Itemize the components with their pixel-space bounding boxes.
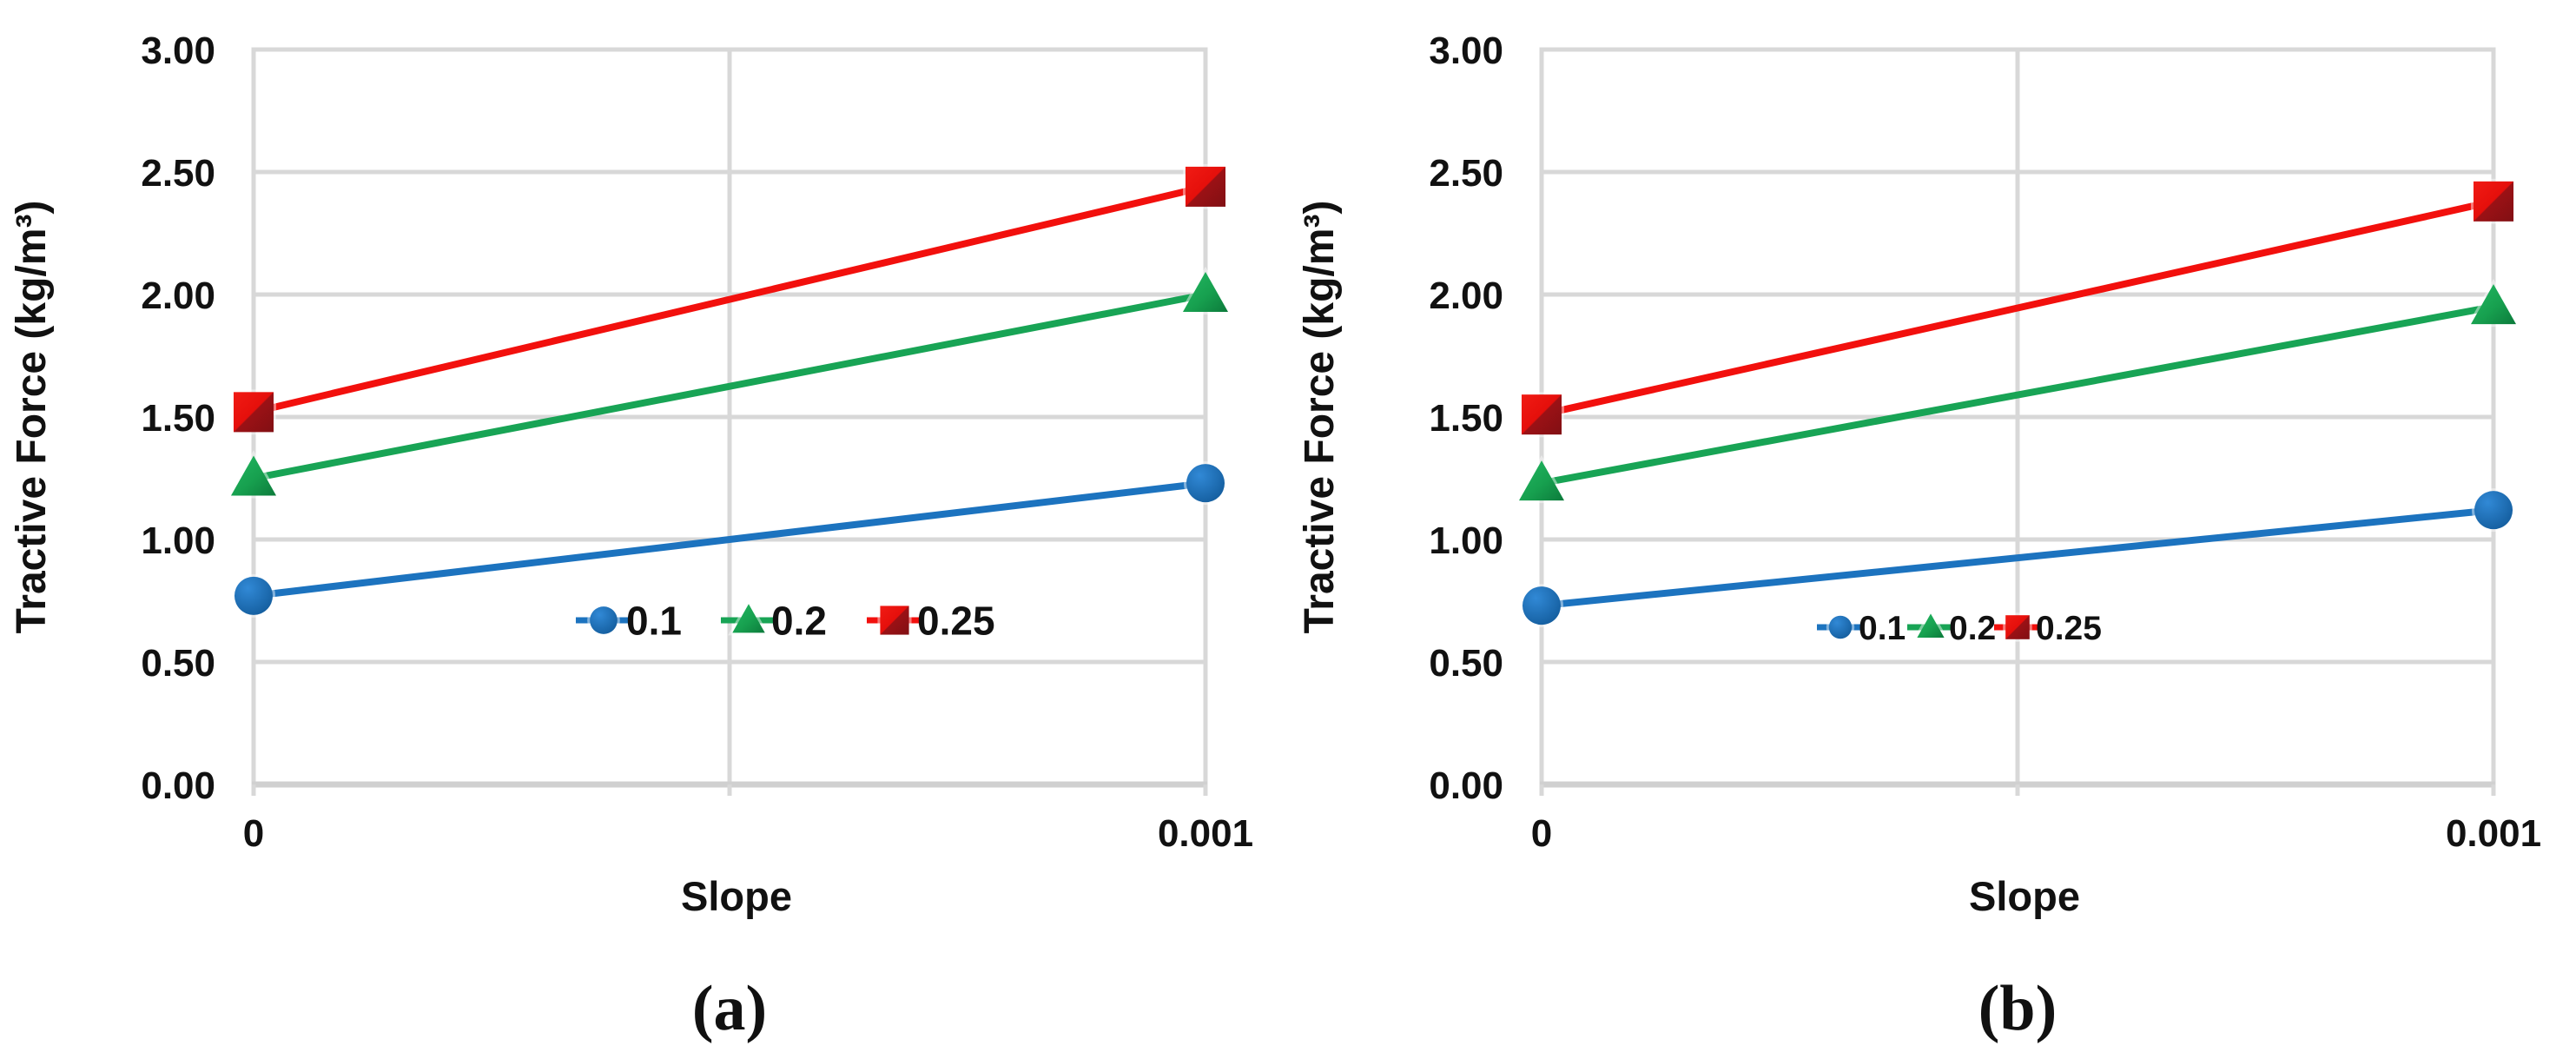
y-tick-label: 1.00 (1429, 520, 1503, 562)
y-tick-label: 0.00 (1429, 764, 1503, 807)
legend-marker-square (2003, 612, 2032, 642)
data-point-0.25 (230, 389, 277, 435)
legend-marker-triangle (728, 599, 769, 636)
y-tick-label: 1.00 (141, 520, 215, 562)
data-point-0.2 (1514, 455, 1569, 504)
legend: 0.1 0.2 0.25 (576, 599, 995, 644)
legend-marker-square (877, 603, 912, 638)
y-tick-label: 3.00 (1429, 30, 1503, 72)
legend-label: 0.2 (1949, 610, 1996, 647)
legend: 0.1 0.2 0.25 (1817, 608, 2102, 647)
y-tick-label: 1.50 (141, 397, 215, 440)
y-tick-label: 2.00 (1429, 275, 1503, 317)
legend-marker-circle (1826, 612, 1855, 642)
y-axis-title: Tractive Force (kg/m³) (9, 201, 55, 634)
series-line-0.2 (253, 291, 1206, 482)
y-tick-label: 0.50 (141, 642, 215, 685)
chart-panel-a: 0.00 0.50 1.00 1.50 2.00 2.50 3.00 0 0.001 Tracti… (9, 30, 1253, 1044)
data-point-0.25 (1518, 392, 1565, 438)
x-tick-label: 0.001 (2446, 812, 2541, 855)
panel-caption: (b) (1978, 973, 2057, 1044)
x-tick-label: 0 (243, 812, 264, 855)
x-tick-label: 0.001 (1158, 812, 1253, 855)
series-line-0.25 (1541, 197, 2494, 419)
data-point-0.2 (226, 450, 281, 499)
y-tick-label: 2.00 (141, 275, 215, 317)
y-tick-label: 0.00 (141, 764, 215, 807)
line-chart-b: 0.00 0.50 1.00 1.50 2.00 2.50 3.00 0 0.001 Tracti… (1297, 30, 2541, 1044)
legend-marker-triangle (1912, 608, 1949, 641)
series-line-0.2 (1541, 303, 2494, 487)
line-chart-a: 0.00 0.50 1.00 1.50 2.00 2.50 3.00 0 0.001 Tracti… (9, 30, 1253, 1044)
data-point-0.25 (2470, 178, 2517, 224)
data-point-0.2 (1178, 266, 1233, 315)
series-line-0.1 (253, 480, 1206, 599)
x-axis-title: Slope (1969, 873, 2080, 919)
chart-panel-b: 0.00 0.50 1.00 1.50 2.00 2.50 3.00 0 0.001 Tracti… (1288, 0, 2576, 1059)
y-tick-label: 2.50 (1429, 152, 1503, 195)
legend-marker-circle (587, 604, 620, 637)
legend-label: 0.1 (1859, 610, 1906, 647)
x-tick-label: 0 (1531, 812, 1552, 855)
data-point-0.1 (231, 573, 276, 618)
series-line-0.25 (253, 183, 1206, 416)
y-tick-label: 0.50 (1429, 642, 1503, 685)
legend-label: 0.2 (771, 599, 827, 644)
legend-label: 0.25 (917, 599, 995, 644)
y-axis-title: Tractive Force (kg/m³) (1297, 201, 1343, 634)
data-point-0.1 (2471, 488, 2516, 533)
y-tick-label: 3.00 (141, 30, 215, 72)
legend-label: 0.25 (2036, 610, 2102, 647)
panel-caption: (a) (692, 973, 767, 1044)
y-tick-label: 1.50 (1429, 397, 1503, 440)
series-line-0.1 (1541, 506, 2494, 610)
y-tick-label: 2.50 (141, 152, 215, 195)
legend-label: 0.1 (626, 599, 682, 644)
data-point-0.1 (1519, 584, 1564, 628)
data-point-0.1 (1183, 461, 1228, 506)
x-axis-title: Slope (681, 873, 792, 919)
data-point-0.25 (1182, 163, 1229, 209)
data-point-0.2 (2466, 278, 2521, 328)
